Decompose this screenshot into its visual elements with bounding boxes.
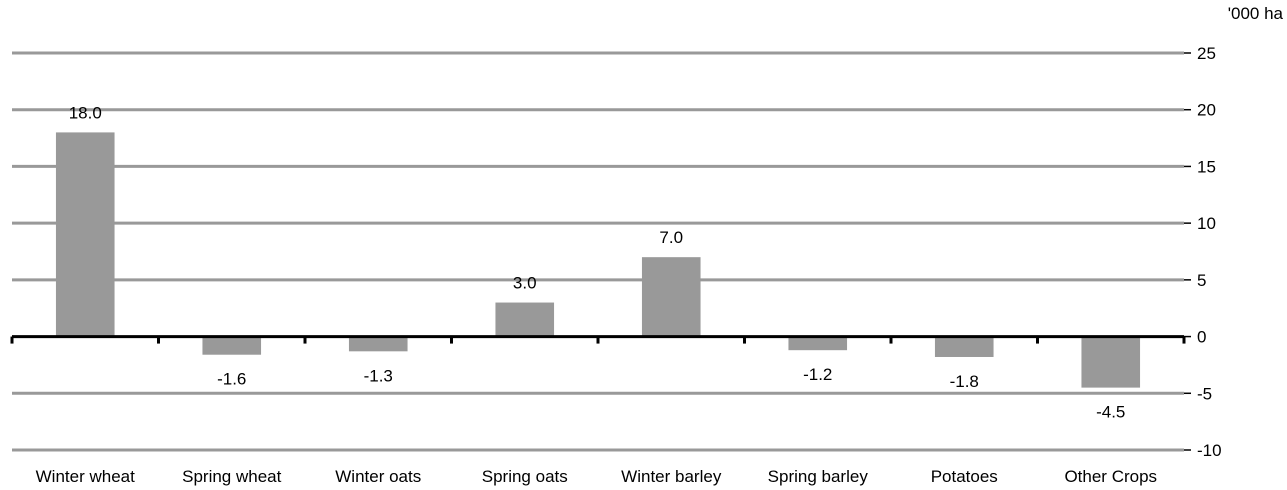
data-label: 18.0 bbox=[69, 103, 102, 122]
y-axis-unit-label: '000 ha bbox=[1228, 4, 1284, 23]
y-tick-label: 10 bbox=[1197, 214, 1216, 233]
bars bbox=[55, 132, 1141, 388]
bar bbox=[348, 336, 408, 352]
bar bbox=[788, 336, 848, 351]
y-tick-label: 20 bbox=[1197, 101, 1216, 120]
gridlines bbox=[12, 51, 1184, 452]
category-label: Other Crops bbox=[1064, 467, 1157, 486]
bar bbox=[1081, 336, 1141, 388]
y-tick-label: -10 bbox=[1197, 441, 1222, 460]
y-tick-label: 25 bbox=[1197, 44, 1216, 63]
y-tick-label: -5 bbox=[1197, 384, 1212, 403]
category-label: Spring barley bbox=[768, 467, 869, 486]
data-label: -1.8 bbox=[950, 372, 979, 391]
bar bbox=[495, 302, 555, 337]
bar bbox=[202, 336, 262, 355]
bar bbox=[641, 257, 701, 337]
category-label: Winter oats bbox=[335, 467, 421, 486]
x-axis bbox=[10, 335, 1186, 344]
y-tick-label: 5 bbox=[1197, 271, 1206, 290]
y-tick-label: 15 bbox=[1197, 157, 1216, 176]
category-label: Spring oats bbox=[482, 467, 568, 486]
data-label: -1.3 bbox=[364, 366, 393, 385]
category-label: Winter barley bbox=[621, 467, 722, 486]
data-label: 3.0 bbox=[513, 274, 537, 293]
category-label: Spring wheat bbox=[182, 467, 282, 486]
category-label: Winter wheat bbox=[36, 467, 135, 486]
x-axis-category-labels: Winter wheat Spring wheat Winter oats Sprin… bbox=[36, 467, 1157, 486]
data-label: -1.2 bbox=[803, 365, 832, 384]
y-axis-tick-labels: 25 20 15 10 5 0 -5 -10 bbox=[1184, 44, 1222, 460]
data-labels: 18.0 -1.6 -1.3 3.0 7.0 -1.2 -1.8 -4.5 bbox=[69, 103, 1126, 421]
data-label: -4.5 bbox=[1096, 403, 1125, 422]
data-label: 7.0 bbox=[659, 228, 683, 247]
data-label: -1.6 bbox=[217, 370, 246, 389]
bar bbox=[934, 336, 994, 357]
category-label: Potatoes bbox=[931, 467, 998, 486]
bar bbox=[55, 132, 115, 337]
y-tick-label: 0 bbox=[1197, 328, 1206, 347]
